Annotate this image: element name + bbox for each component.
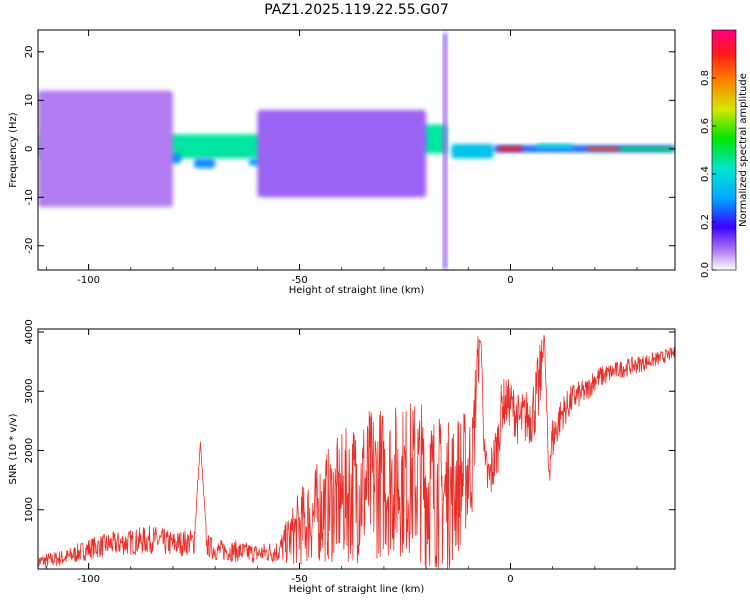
colorbar-tick-label: 0.2 xyxy=(700,214,711,230)
chart-title: PAZ1.2025.119.22.55.G07 xyxy=(264,2,449,18)
snr-background xyxy=(38,329,675,569)
x-tick-label: -100 xyxy=(77,574,100,585)
x-tick-label: -100 xyxy=(77,275,100,286)
x-tick-label: -50 xyxy=(291,574,307,585)
y-tick-label: 20 xyxy=(24,45,35,58)
snr-x-ticks: -100 -50 0 xyxy=(46,329,638,585)
y-tick-label: -20 xyxy=(24,238,35,254)
y-tick-label: 4000 xyxy=(24,319,35,344)
y-tick-label: 1000 xyxy=(24,497,35,522)
y-tick-label: 2000 xyxy=(24,438,35,463)
colorbar-tick-label: 0.4 xyxy=(700,166,711,182)
spectrogram-y-ticks: -20 -10 0 10 20 xyxy=(24,45,675,254)
colorbar-tick-label: 0.0 xyxy=(700,262,711,278)
colorbar-label: Normalized spectral amplitude xyxy=(738,73,749,227)
spectrogram-y-label: Frequency (Hz) xyxy=(8,112,19,188)
spectrogram-region-11 xyxy=(451,143,494,159)
y-tick-label: 0 xyxy=(24,146,35,152)
x-tick-label: 0 xyxy=(507,574,513,585)
spectrogram-region-18 xyxy=(257,110,427,198)
snr-x-label: Height of straight line (km) xyxy=(289,584,425,595)
spectrogram-region-19 xyxy=(442,32,448,270)
spectrogram-region-15 xyxy=(586,146,621,151)
spectrogram-region-14 xyxy=(535,143,574,149)
y-tick-label: 3000 xyxy=(24,378,35,403)
colorbar: 0.0 0.2 0.4 0.6 0.8 Normalized spectral ampl… xyxy=(700,29,749,278)
snr-series-line xyxy=(38,334,675,569)
spectrogram-frame xyxy=(37,29,676,271)
spectrogram-x-ticks: -100 -50 0 xyxy=(46,30,638,286)
colorbar-tick-label: 0.6 xyxy=(700,118,711,134)
spectrogram-marks xyxy=(38,32,675,270)
y-tick-label: -10 xyxy=(24,189,35,205)
snr-panel: -100 -50 0 1000 2000 3000 4000 Height of stra… xyxy=(8,319,676,595)
x-tick-label: 0 xyxy=(507,275,513,286)
colorbar-tick-label: 0.8 xyxy=(700,70,711,86)
snr-y-label: SNR (10 * v/v) xyxy=(8,413,19,484)
x-tick-label: -50 xyxy=(291,275,307,286)
spectrogram-region-13 xyxy=(497,146,524,152)
colorbar-gradient xyxy=(711,29,737,271)
spectrogram-region-16 xyxy=(620,146,675,151)
spectrogram-region-17 xyxy=(38,90,173,207)
spectrogram-region-5 xyxy=(194,158,216,169)
spectrogram-x-label: Height of straight line (km) xyxy=(289,285,425,296)
snr-y-ticks: 1000 2000 3000 4000 xyxy=(24,319,675,522)
colorbar-ticks: 0.0 0.2 0.4 0.6 0.8 xyxy=(700,70,716,278)
y-tick-label: 10 xyxy=(24,94,35,107)
snr-frame xyxy=(37,328,676,570)
